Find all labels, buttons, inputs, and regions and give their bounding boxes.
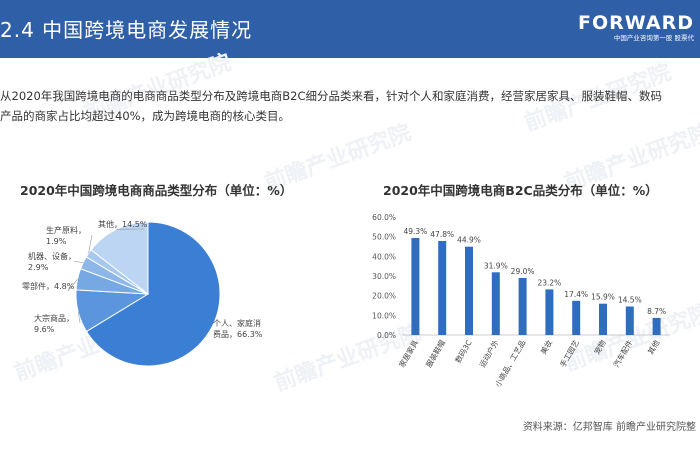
bar-chart-title: 2020年中国跨境电商B2C品类分布（单位：%） [383, 183, 658, 198]
bar [545, 289, 554, 335]
bar-value-label: 23.2% [537, 278, 561, 287]
pie-leader-line [67, 279, 78, 292]
bar-value-label: 44.9% [457, 236, 481, 245]
y-tick-label: 30.0% [372, 272, 396, 281]
pie-leader-line [88, 234, 93, 254]
bar-value-label: 31.9% [484, 261, 508, 270]
pie-slice [85, 221, 221, 367]
pie-label: 其他，14.5% [98, 219, 148, 229]
bar [599, 303, 607, 335]
x-tick-label: 汽车配件 [611, 338, 635, 369]
bar [465, 246, 473, 335]
brand-tagline: 中国产业咨询第一股 股票代 [613, 34, 694, 42]
bar [572, 300, 581, 335]
x-tick-label: 数码3C [453, 338, 474, 365]
y-tick-label: 40.0% [372, 252, 396, 261]
pie-label: 个人、家庭消费品，66.3% [213, 318, 263, 339]
pie-label: 机器、设备， 2.9% [28, 251, 76, 272]
x-tick-label: 运动户外 [477, 338, 501, 369]
intro-paragraph: 从2020年我国跨境电商的电商商品类型分布及跨境电商B2C细分品类来看，针对个人… [0, 86, 700, 126]
x-tick-label: 其他 [645, 338, 661, 356]
pie-label: 零部件，4.8% [22, 281, 75, 291]
bar [438, 241, 447, 335]
source-note: 资料来源：亿邦智库 前瞻产业研究院整 [522, 422, 696, 433]
bar-value-label: 47.8% [430, 230, 454, 239]
x-tick-label: 手工园艺 [557, 338, 581, 369]
x-tick-label: 服装鞋帽 [423, 338, 447, 369]
bar-value-label: 17.4% [564, 290, 588, 299]
pie-leader-line [77, 311, 81, 324]
bar-value-label: 15.9% [591, 293, 615, 302]
header-bar: 2.4 中国跨境电商发展情况 FORWARD 中国产业咨询第一股 股票代 [0, 0, 700, 58]
brand-logo: FORWARD 中国产业咨询第一股 股票代 [578, 13, 694, 43]
bar [652, 317, 661, 335]
bar-value-label: 29.0% [511, 267, 535, 276]
y-tick-label: 0.0% [377, 331, 396, 340]
bar [518, 278, 527, 335]
x-tick-label: 家居家具 [396, 338, 420, 369]
bar-value-label: 49.3% [403, 227, 427, 236]
pie-chart-title: 2020年中国跨境电商商品类型分布（单位：%） [20, 183, 293, 198]
intro-line: 从2020年我国跨境电商的电商商品类型分布及跨境电商B2C细分品类来看，针对个人… [0, 89, 662, 103]
bar-value-label: 14.5% [618, 296, 642, 305]
bar [625, 306, 634, 335]
pie-leader-line [73, 260, 84, 263]
pie-chart: 个人、家庭消费品，66.3% 大宗商品， 9.6% 零部件，4.8% 机器、设备， 2.9… [22, 219, 263, 367]
x-tick-label: 美妆 [538, 338, 554, 356]
bar-chart: 0.0% 10.0% 20.0% 30.0% 40.0% 50.0% 60.0% 49.3% 家… [372, 213, 670, 388]
y-tick-label: 10.0% [372, 311, 396, 320]
y-tick-label: 60.0% [372, 213, 396, 222]
x-tick-label: 宠物 [592, 338, 608, 356]
intro-line: 产品的商家占比均超过40%，成为跨境电商的核心类目。 [0, 109, 291, 123]
page-title: 2.4 中国跨境电商发展情况 [0, 18, 253, 42]
pie-label: 大宗商品， 9.6% [34, 313, 74, 334]
y-tick-label: 50.0% [372, 233, 396, 242]
pie-label: 生产原料， 1.9% [46, 225, 86, 246]
bar [411, 238, 420, 335]
bar [491, 272, 500, 335]
brand-name: FORWARD [578, 12, 694, 34]
bar-value-label: 8.7% [647, 307, 666, 316]
y-tick-label: 20.0% [372, 292, 396, 301]
